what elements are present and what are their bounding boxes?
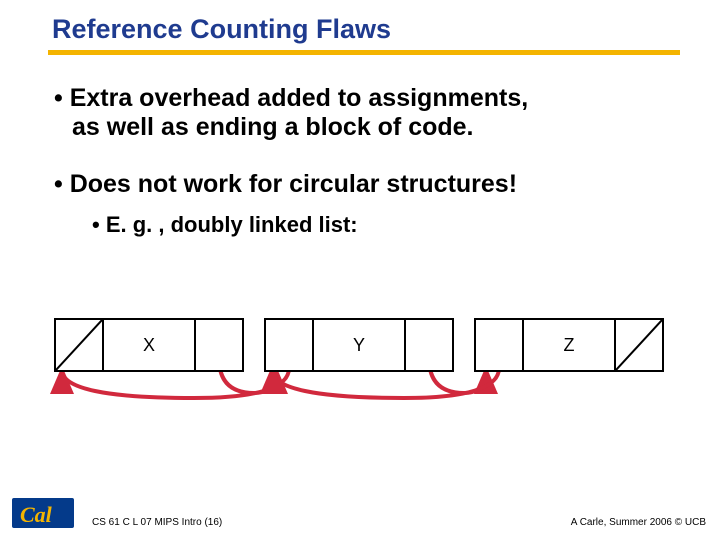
bullet-1: • Extra overhead added to assignments, a… — [54, 84, 666, 142]
node-y: Y — [264, 318, 454, 372]
sub-bullet: • E. g. , doubly linked list: — [92, 212, 358, 238]
title-underline — [48, 50, 680, 55]
node-x: X — [54, 318, 244, 372]
node-z-label: Z — [524, 320, 616, 370]
node-z: Z — [474, 318, 664, 372]
node-x-prev-null — [56, 320, 104, 370]
bullet-1-line2: as well as ending a block of code. — [72, 113, 666, 142]
node-x-label: X — [104, 320, 196, 370]
linked-list-diagram: X Y Z — [54, 318, 664, 398]
bullet-2: • Does not work for circular structures! — [54, 170, 517, 199]
node-y-prev — [266, 320, 314, 370]
svg-text:Cal: Cal — [20, 502, 53, 527]
node-z-next-null — [616, 320, 662, 370]
node-y-next — [406, 320, 452, 370]
slide-title: Reference Counting Flaws — [52, 14, 391, 45]
footer-right: A Carle, Summer 2006 © UCB — [571, 517, 706, 528]
bullet-1-line1: • Extra overhead added to assignments, — [54, 84, 528, 112]
node-x-next — [196, 320, 242, 370]
node-y-label: Y — [314, 320, 406, 370]
cal-logo: Cal — [12, 494, 80, 532]
footer-left: CS 61 C L 07 MIPS Intro (16) — [92, 517, 222, 528]
node-z-prev — [476, 320, 524, 370]
